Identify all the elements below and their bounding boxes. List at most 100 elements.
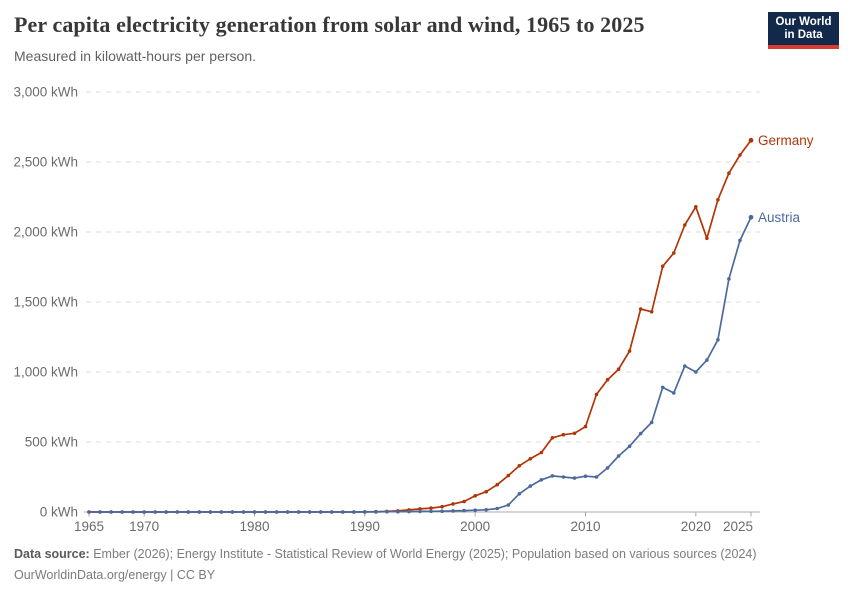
x-axis-tick-label: 1990	[350, 519, 380, 534]
austria-point	[374, 510, 378, 514]
austria-point	[694, 370, 698, 374]
austria-point	[484, 508, 489, 512]
owid-logo-line2: in Data	[784, 28, 823, 41]
austria-point	[252, 510, 257, 514]
germany-point	[506, 473, 511, 478]
germany-point	[705, 236, 709, 241]
austria-point	[120, 510, 124, 514]
austria-point	[605, 466, 610, 470]
austria-point	[727, 277, 731, 281]
y-axis-tick-label: 2,500 kWh	[13, 155, 78, 170]
y-axis-tick-label: 0 kWh	[40, 505, 78, 520]
germany-series-label[interactable]: Germany	[758, 133, 814, 148]
data-source-label: Data source:	[14, 547, 90, 561]
austria-point	[318, 510, 323, 514]
austria-point	[186, 510, 191, 514]
data-source-line: Data source: Ember (2026); Energy Instit…	[14, 544, 834, 565]
x-axis-tick-label: 1970	[129, 519, 159, 534]
germany-point	[594, 392, 599, 397]
chart-footer: Data source: Ember (2026); Energy Instit…	[14, 544, 834, 586]
page-title: Per capita electricity generation from s…	[14, 12, 645, 37]
germany-point	[561, 432, 566, 437]
germany-end-point	[748, 137, 754, 143]
germany-point	[694, 205, 698, 209]
austria-point	[550, 474, 555, 478]
y-axis-tick-label: 500 kWh	[25, 435, 78, 450]
x-axis-tick-label: 2025	[723, 519, 753, 534]
owid-energy-link[interactable]: OurWorldinData.org/energy	[14, 568, 167, 582]
germany-point	[462, 499, 466, 504]
germany-point	[672, 251, 676, 255]
austria-point	[164, 510, 168, 514]
germany-point	[572, 431, 577, 436]
austria-point	[230, 510, 235, 514]
austria-point	[429, 509, 433, 514]
germany-point	[660, 264, 665, 269]
owid-logo-line1: Our World	[775, 15, 832, 28]
austria-point	[627, 444, 632, 449]
austria-point	[672, 391, 676, 395]
austria-point	[738, 238, 742, 243]
austria-point	[716, 338, 720, 342]
austria-point	[616, 454, 621, 458]
x-axis-tick-label: 1980	[239, 519, 269, 534]
austria-point	[274, 510, 279, 514]
germany-point	[716, 198, 720, 202]
austria-point	[451, 509, 455, 513]
germany-point	[738, 153, 742, 157]
y-axis-tick-label: 1,500 kWh	[13, 295, 78, 310]
austria-point	[153, 510, 157, 514]
germany-point	[517, 464, 522, 468]
footer-divider: |	[170, 568, 174, 582]
austria-point	[329, 510, 334, 514]
austria-point	[506, 503, 511, 507]
austria-point	[418, 509, 422, 514]
austria-point	[407, 509, 411, 514]
austria-point	[594, 475, 599, 479]
germany-point	[473, 494, 478, 498]
germany-point	[495, 482, 500, 487]
austria-point	[528, 484, 533, 488]
austria-point	[219, 510, 224, 514]
x-axis-tick-label: 2000	[460, 519, 490, 534]
austria-point	[98, 510, 102, 514]
germany-line	[89, 139, 752, 513]
germany-point	[583, 424, 588, 429]
austria-point	[660, 385, 665, 390]
y-axis-tick-label: 2,000 kWh	[13, 225, 78, 240]
austria-point	[352, 510, 356, 514]
austria-series-label[interactable]: Austria	[758, 210, 801, 225]
germany-point	[539, 450, 544, 455]
logo-accent-bar	[768, 45, 839, 49]
x-axis-tick-label: 2020	[681, 519, 711, 534]
license-text: CC BY	[176, 568, 216, 582]
austria-point	[705, 358, 709, 362]
austria-point	[175, 510, 180, 514]
germany-point	[429, 506, 433, 510]
austria-point	[683, 364, 687, 368]
austria-point	[109, 510, 113, 514]
germany-point	[440, 504, 444, 509]
austria-point	[539, 478, 544, 482]
austria-point	[197, 510, 202, 514]
austria-point	[385, 509, 389, 514]
austria-point	[307, 510, 312, 514]
austria-point	[142, 510, 146, 514]
owid-logo: Our World in Data	[768, 12, 839, 49]
germany-point	[484, 489, 489, 494]
austria-point	[462, 508, 466, 513]
austria-point	[263, 510, 268, 514]
line-chart: 0 kWh 500 kWh 1,000 kWh 1,500 kWh 2,000 kWh 2…	[13, 85, 814, 535]
germany-point	[550, 436, 555, 440]
austria-point	[638, 431, 643, 436]
austria-point	[572, 476, 577, 480]
germany-point	[605, 377, 610, 382]
germany-point	[683, 223, 687, 227]
austria-end-point	[748, 214, 754, 220]
germany-point	[451, 502, 455, 506]
austria-point	[296, 510, 301, 514]
germany-point	[638, 307, 643, 311]
austria-point	[495, 506, 500, 511]
germany-point	[727, 171, 731, 175]
